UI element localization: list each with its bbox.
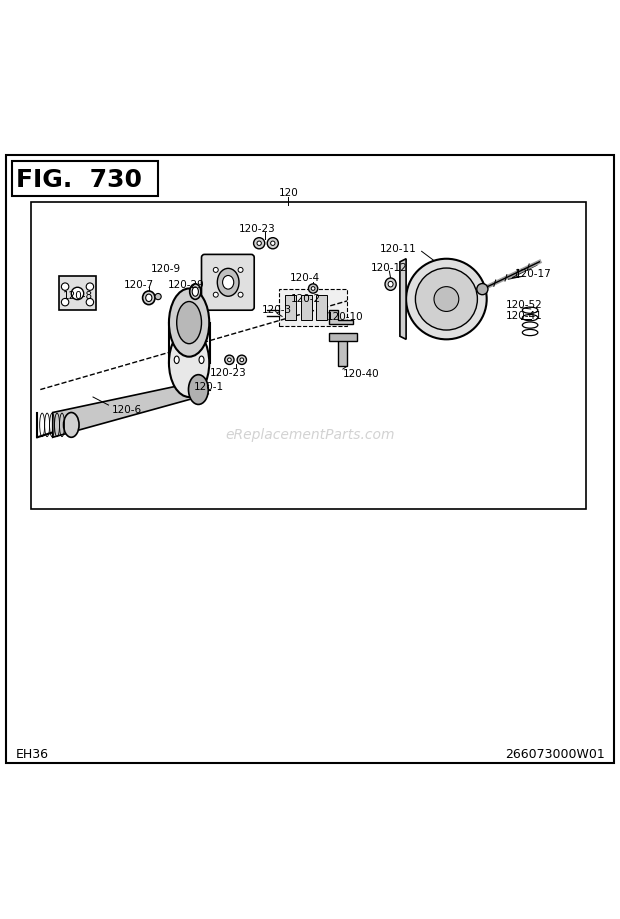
Ellipse shape <box>217 269 239 297</box>
Bar <box>12 163 158 197</box>
Ellipse shape <box>146 295 152 302</box>
Ellipse shape <box>86 299 94 307</box>
Text: 120-10: 120-10 <box>326 312 363 322</box>
Ellipse shape <box>388 282 393 288</box>
Ellipse shape <box>238 268 243 273</box>
Text: 120-3: 120-3 <box>262 304 292 314</box>
Ellipse shape <box>143 291 155 305</box>
Ellipse shape <box>434 288 459 312</box>
Ellipse shape <box>86 284 94 291</box>
Ellipse shape <box>188 375 208 405</box>
Text: 120-40: 120-40 <box>342 369 379 379</box>
Ellipse shape <box>228 358 231 362</box>
Text: 120-41: 120-41 <box>505 311 542 321</box>
Text: 120-12: 120-12 <box>371 263 408 273</box>
Text: 266073000W01: 266073000W01 <box>505 747 604 760</box>
Ellipse shape <box>71 288 84 301</box>
FancyBboxPatch shape <box>202 255 254 311</box>
Ellipse shape <box>174 357 179 364</box>
Text: 120-23: 120-23 <box>210 368 247 378</box>
Bar <box>279 289 347 326</box>
Ellipse shape <box>477 284 488 295</box>
Bar <box>59 277 96 311</box>
Ellipse shape <box>63 413 79 437</box>
Text: 120-9: 120-9 <box>151 264 181 274</box>
Ellipse shape <box>406 259 487 340</box>
Ellipse shape <box>270 242 275 246</box>
Ellipse shape <box>177 302 202 345</box>
Polygon shape <box>329 311 353 324</box>
Text: 120-1: 120-1 <box>194 381 224 391</box>
Ellipse shape <box>199 357 204 364</box>
Ellipse shape <box>61 284 69 291</box>
Text: 120-7: 120-7 <box>124 280 154 289</box>
Ellipse shape <box>415 268 477 331</box>
Polygon shape <box>400 259 406 340</box>
Bar <box>329 334 356 342</box>
Bar <box>338 335 347 367</box>
Text: 120-2: 120-2 <box>291 293 321 303</box>
Bar <box>301 295 312 320</box>
Text: FIG.  730: FIG. 730 <box>16 168 141 192</box>
Ellipse shape <box>385 278 396 291</box>
Ellipse shape <box>155 294 161 301</box>
Ellipse shape <box>169 289 210 357</box>
Bar <box>316 295 327 320</box>
Text: 120-6: 120-6 <box>112 405 142 415</box>
Bar <box>285 295 296 320</box>
Text: 120-11: 120-11 <box>380 244 417 254</box>
Ellipse shape <box>254 238 265 250</box>
Text: 120-8: 120-8 <box>63 290 92 301</box>
Ellipse shape <box>61 299 69 307</box>
Text: eReplacementParts.com: eReplacementParts.com <box>225 427 395 442</box>
Ellipse shape <box>169 329 210 398</box>
Ellipse shape <box>257 242 262 246</box>
Ellipse shape <box>267 238 278 250</box>
Text: 120: 120 <box>278 188 298 199</box>
Ellipse shape <box>213 293 218 298</box>
Ellipse shape <box>309 285 317 294</box>
Ellipse shape <box>237 356 247 365</box>
Polygon shape <box>53 382 198 437</box>
Ellipse shape <box>240 358 244 362</box>
Text: 120-29: 120-29 <box>167 280 205 289</box>
Text: 120-4: 120-4 <box>290 273 320 283</box>
Text: EH36: EH36 <box>16 747 48 760</box>
Ellipse shape <box>223 277 234 289</box>
Ellipse shape <box>224 356 234 365</box>
Ellipse shape <box>213 268 218 273</box>
Bar <box>31 202 586 509</box>
Text: 120-52: 120-52 <box>505 300 542 310</box>
Ellipse shape <box>190 285 201 300</box>
Text: 120-17: 120-17 <box>515 268 552 278</box>
Ellipse shape <box>238 293 243 298</box>
Text: 120-23: 120-23 <box>239 224 276 234</box>
Ellipse shape <box>192 288 198 297</box>
Ellipse shape <box>311 288 315 291</box>
